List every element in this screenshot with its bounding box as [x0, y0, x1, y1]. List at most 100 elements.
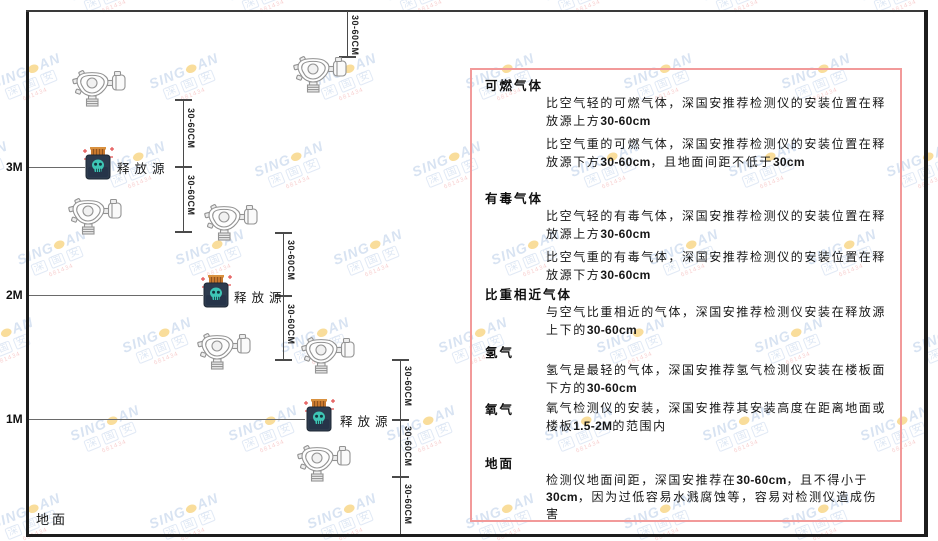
- brand-dot-icon: [52, 239, 67, 251]
- paragraph-text: 氧气检测仪的安装，深国安推荐其安装高度在距离地面或楼板: [546, 401, 887, 433]
- measurement-value: 30-60cm: [600, 114, 651, 128]
- paragraph-text: 比空气轻的可燃气体，深国安推荐检测仪的安装位置在释放源上方: [546, 96, 887, 128]
- measurement-value: 30-60cm: [736, 473, 787, 487]
- dimension-tick: [175, 166, 192, 168]
- measurement-value: 30-60cm: [600, 155, 651, 169]
- dimension-line: [347, 11, 348, 57]
- ground-label: 地面: [36, 512, 69, 527]
- gas-detector-glyph: [297, 445, 351, 482]
- measurement-value: 30-60cm: [600, 268, 651, 282]
- gas-detector-icon: [70, 65, 126, 107]
- gas-detector-glyph: [68, 198, 122, 235]
- dimension-tick: [392, 359, 409, 361]
- section-paragraph: 检测仪地面间距，深国安推荐在30-60cm，且不得小于 30cm，因为过低容易水溅…: [546, 472, 886, 523]
- height-label-2m: 2M: [6, 288, 23, 302]
- section-heading-ground: 地面: [485, 457, 515, 471]
- watermark-cjk: 深国安: [74, 0, 147, 16]
- section-paragraph: 比空气轻的有毒气体，深国安推荐检测仪的安装位置在释放源上方30-60cm: [546, 207, 886, 243]
- watermark-brand: SINGAN: [0, 49, 63, 92]
- brand-dot-icon: [289, 151, 304, 163]
- paragraph-text: ，且地面间距不低于: [650, 155, 773, 169]
- dimension-tick: [275, 295, 292, 297]
- watermark-brand: SINGAN: [383, 401, 458, 444]
- watermark-subtext: 681434: [48, 263, 75, 279]
- release-source-glyph: [83, 147, 114, 180]
- watermark-brand: SINGAN: [146, 489, 221, 532]
- right-wall-line: [924, 10, 928, 537]
- brand-dot-icon: [263, 415, 278, 427]
- section-oxygen: 氧气 氧气检测仪的安装，深国安推荐其安装高度在距离地面或楼板1.5-2M的范围内: [472, 399, 900, 440]
- watermark-cjk: 深国安: [706, 0, 779, 16]
- measurement-value: 30cm: [772, 155, 805, 169]
- watermark-cjk: 深国安: [126, 329, 199, 368]
- dimension-label: 30-60CM: [403, 484, 413, 525]
- dimension-tick: [339, 56, 356, 58]
- dimension-label: 30-60CM: [186, 175, 196, 216]
- brand-dot-icon: [368, 239, 383, 251]
- paragraph-text: 比空气轻的有毒气体，深国安推荐检测仪的安装位置在释放源上方: [546, 209, 887, 241]
- brand-dot-icon: [447, 151, 462, 163]
- dimension-tick: [392, 476, 409, 478]
- measurement-value: 30-60cm: [586, 323, 637, 337]
- brand-dot-icon: [0, 327, 14, 339]
- dimension-tick: [392, 419, 409, 421]
- dimension-label: 30-60CM: [403, 366, 413, 407]
- watermark-subtext: 681434: [364, 263, 391, 279]
- brand-dot-icon: [184, 63, 199, 75]
- watermark-cjk: 深国安: [258, 153, 331, 192]
- height-line-2m: [29, 295, 203, 296]
- watermark-cjk: 深国安: [232, 0, 305, 16]
- height-label-1m: 1M: [6, 412, 23, 426]
- brand-dot-icon: [421, 415, 436, 427]
- gas-detector-glyph: [293, 56, 347, 93]
- section-heading-hydrogen: 氢气: [485, 346, 515, 360]
- brand-dot-icon: [157, 327, 172, 339]
- section-toxic-gas: 有毒气体 比空气轻的有毒气体，深国安推荐检测仪的安装位置在释放源上方30-60cm…: [472, 188, 900, 289]
- section-paragraph: 氧气检测仪的安装，深国安推荐其安装高度在距离地面或楼板1.5-2M的范围内: [546, 399, 886, 435]
- measurement-value: 1.5-2M: [573, 419, 613, 433]
- watermark-cjk: 深国安: [337, 241, 410, 280]
- ground-line: [26, 534, 928, 537]
- dimension-tick: [275, 232, 292, 234]
- section-paragraph: 氢气是最轻的气体，深国安推荐氢气检测仪安装在楼板面下方的30-60cm: [546, 361, 886, 397]
- watermark-cjk: 深国安: [548, 0, 621, 16]
- dimension-label: 30-60CM: [350, 15, 360, 56]
- gas-detector-glyph: [197, 333, 251, 370]
- paragraph-text: 与空气比重相近的气体，深国安推荐检测仪安装在释放源上下的: [546, 305, 887, 337]
- paragraph-text: 检测仪地面间距，深国安推荐在: [546, 473, 737, 487]
- section-hydrogen: 氢气氢气是最轻的气体，深国安推荐氢气检测仪安装在楼板面下方的30-60cm: [472, 342, 900, 402]
- watermark-subtext: 681434: [285, 175, 312, 191]
- dimension-line: [400, 360, 401, 534]
- section-heading-combustible-gas: 可燃气体: [485, 79, 544, 93]
- dimension-tick: [275, 359, 292, 361]
- dimension-label: 30-60CM: [286, 304, 296, 345]
- release-source-label: 释放源: [234, 291, 287, 305]
- measurement-value: 30cm: [546, 490, 578, 504]
- release-source-icon: [302, 398, 336, 434]
- watermark-cjk: 深国安: [0, 65, 68, 104]
- section-similar-density-gas: 比重相近气体 与空气比重相近的气体，深国安推荐检测仪安装在释放源上下的30-60c…: [472, 284, 900, 344]
- watermark-cjk: 深国安: [390, 0, 463, 16]
- dimension-label: 30-60CM: [286, 240, 296, 281]
- gas-detector-icon: [291, 51, 347, 93]
- watermark-brand: SINGAN: [0, 313, 36, 356]
- section-paragraph: 比空气重的可燃气体，深国安推荐检测仪的安装位置在释放源下方30-60cm，且地面…: [546, 135, 886, 171]
- release-source-glyph: [304, 399, 335, 432]
- paragraph-text: ，因为过低容易水溅腐蚀等，容易对检测仪造成伤害: [546, 490, 878, 521]
- watermark-brand: SINGAN: [384, 0, 457, 4]
- height-line-1m: [29, 419, 305, 420]
- gas-detector-icon: [195, 328, 251, 370]
- paragraph-text: 氢气是最轻的气体，深国安推荐氢气检测仪安装在楼板面下方的: [546, 363, 887, 395]
- section-heading-toxic-gas: 有毒气体: [485, 192, 544, 206]
- brand-dot-icon: [342, 503, 357, 515]
- gas-detector-icon: [66, 193, 122, 235]
- gas-detector-glyph: [72, 70, 126, 107]
- left-wall-line: [26, 10, 29, 537]
- release-source-label: 释放源: [340, 415, 393, 429]
